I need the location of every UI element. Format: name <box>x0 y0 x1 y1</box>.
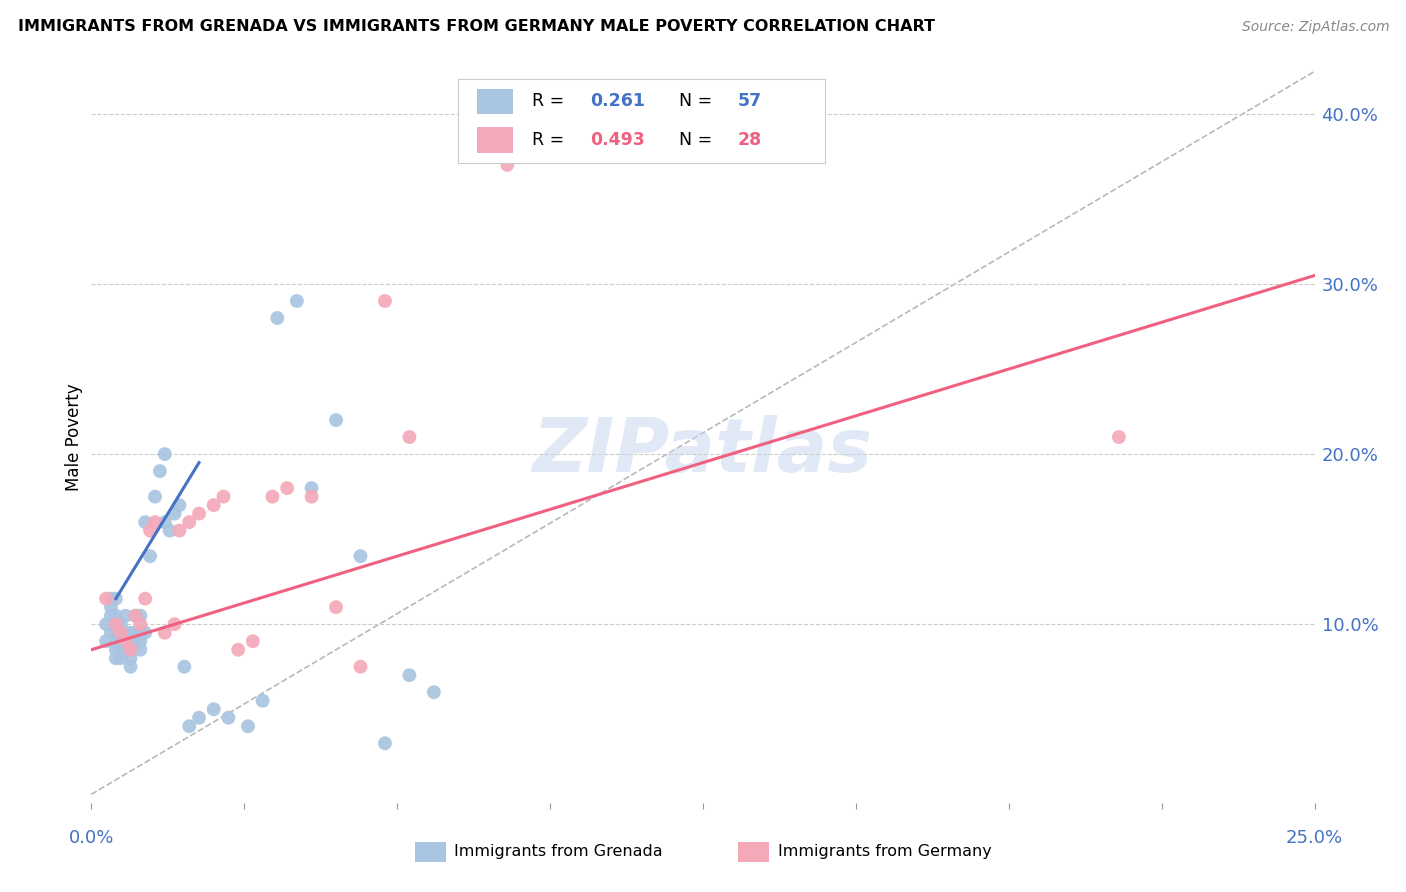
Point <box>104 634 127 648</box>
Point <box>188 507 211 521</box>
Point <box>202 702 225 716</box>
Point <box>120 642 142 657</box>
Point <box>252 694 274 708</box>
Text: IMMIGRANTS FROM GRENADA VS IMMIGRANTS FROM GERMANY MALE POVERTY CORRELATION CHAR: IMMIGRANTS FROM GRENADA VS IMMIGRANTS FR… <box>18 20 935 34</box>
Point <box>153 625 176 640</box>
Point <box>1108 430 1130 444</box>
Text: 25.0%: 25.0% <box>1286 829 1343 847</box>
Point <box>163 507 186 521</box>
Point <box>349 659 371 673</box>
Point <box>325 600 347 615</box>
Point <box>202 498 225 512</box>
Point <box>129 617 152 632</box>
Point <box>114 634 136 648</box>
Point <box>94 617 117 632</box>
Point <box>266 311 288 326</box>
Point <box>100 600 122 615</box>
Point <box>134 515 156 529</box>
Point <box>349 549 371 563</box>
Point <box>143 490 166 504</box>
Point <box>325 413 347 427</box>
Text: Source: ZipAtlas.com: Source: ZipAtlas.com <box>1241 21 1389 34</box>
Point <box>104 591 127 606</box>
Point <box>104 617 127 632</box>
Text: Immigrants from Grenada: Immigrants from Grenada <box>454 845 662 859</box>
Point <box>100 608 122 623</box>
Point <box>242 634 264 648</box>
Point <box>169 524 191 538</box>
Point <box>262 490 284 504</box>
Text: 0.0%: 0.0% <box>69 829 114 847</box>
Point <box>129 634 152 648</box>
Point <box>110 617 132 632</box>
Point <box>104 625 127 640</box>
Point <box>301 490 323 504</box>
Point <box>153 447 176 461</box>
Point <box>212 490 235 504</box>
Point <box>179 719 201 733</box>
Point <box>217 711 239 725</box>
Point <box>124 634 146 648</box>
Point <box>120 659 142 673</box>
Point <box>188 711 211 725</box>
Point <box>153 515 176 529</box>
Point <box>124 608 146 623</box>
Text: Immigrants from Germany: Immigrants from Germany <box>778 845 991 859</box>
Point <box>398 430 420 444</box>
Point <box>114 608 136 623</box>
Point <box>94 591 117 606</box>
Point <box>124 625 146 640</box>
Point <box>285 293 308 308</box>
Point <box>129 608 152 623</box>
Point <box>236 719 259 733</box>
Point <box>120 625 142 640</box>
Point <box>173 659 195 673</box>
Point <box>139 549 162 563</box>
Point <box>226 642 249 657</box>
Point <box>94 634 117 648</box>
Point <box>120 651 142 665</box>
Point <box>104 617 127 632</box>
Point <box>134 625 156 640</box>
Point <box>398 668 420 682</box>
Point <box>114 625 136 640</box>
Point <box>276 481 298 495</box>
Point <box>100 625 122 640</box>
Point <box>129 642 152 657</box>
Point <box>129 625 152 640</box>
Point <box>139 524 162 538</box>
Point <box>374 293 396 308</box>
Point <box>163 617 186 632</box>
Point <box>423 685 446 699</box>
Point <box>134 591 156 606</box>
Text: ZIPatlas: ZIPatlas <box>533 415 873 488</box>
Point <box>301 481 323 495</box>
Point <box>104 608 127 623</box>
Point <box>124 608 146 623</box>
Point <box>143 515 166 529</box>
Point <box>114 642 136 657</box>
Point <box>114 634 136 648</box>
Point <box>374 736 396 750</box>
Point <box>110 634 132 648</box>
Point <box>100 591 122 606</box>
Point <box>110 642 132 657</box>
Point <box>110 625 132 640</box>
Point <box>496 158 519 172</box>
Point <box>110 651 132 665</box>
Point <box>104 642 127 657</box>
Point <box>159 524 181 538</box>
Y-axis label: Male Poverty: Male Poverty <box>65 384 83 491</box>
Point <box>120 642 142 657</box>
Point <box>149 464 172 478</box>
Point <box>169 498 191 512</box>
Point <box>104 651 127 665</box>
Point <box>179 515 201 529</box>
